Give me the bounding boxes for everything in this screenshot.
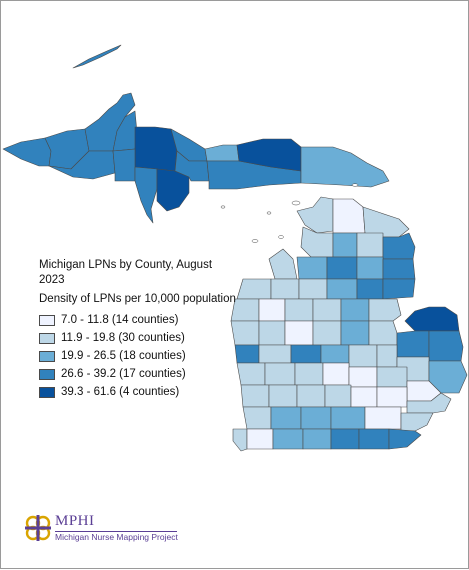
county-midland (340, 320, 370, 346)
legend-swatch (39, 386, 55, 398)
mphi-logo-icon (25, 515, 51, 541)
county-leelanau (268, 248, 298, 280)
county-montcalm-e (322, 362, 350, 386)
legend-title: Michigan LPNs by County, August 2023 (39, 259, 213, 286)
county-eaton (300, 406, 332, 430)
county-ionia (296, 384, 326, 408)
project-name: Michigan Nurse Mapping Project (55, 532, 178, 542)
county-alcona (382, 258, 416, 280)
county-genesee-n (376, 344, 398, 368)
county-delta (156, 168, 190, 212)
county-berrien (246, 428, 274, 450)
county-newaygo (258, 344, 292, 364)
county-osceola (284, 320, 314, 346)
legend-label: 26.6 - 39.2 (17 counties) (61, 368, 186, 380)
legend-label: 19.9 - 26.5 (18 counties) (61, 350, 186, 362)
county-genesee (376, 366, 408, 388)
county-clare (312, 320, 342, 346)
legend-subtitle: Density of LPNs per 10,000 population (39, 293, 236, 305)
county-wayne (400, 412, 434, 432)
county-montmorency (356, 232, 384, 258)
county-emmet (296, 196, 334, 234)
county-shiawassee (348, 366, 378, 388)
county-jackson (330, 428, 360, 450)
legend-swatch (39, 332, 55, 344)
county-schoolcraft (174, 150, 210, 182)
county-roscommon (326, 278, 358, 300)
county-kent (268, 384, 298, 408)
county-tuscola (396, 330, 430, 358)
county-montcalm (264, 362, 296, 386)
county-barry (270, 406, 302, 430)
county-gratiot (294, 362, 324, 386)
county-dickinson (112, 148, 136, 182)
county-otsego (332, 232, 358, 258)
legend-swatch (39, 350, 55, 362)
county-ottawa (240, 384, 270, 408)
county-mecosta (290, 344, 322, 364)
county-allegan (242, 406, 272, 430)
legend-item: 7.0 - 11.8 (14 counties) (39, 311, 239, 329)
county-lake (258, 320, 286, 346)
county-kalkaska (298, 278, 328, 300)
county-antrim (296, 256, 328, 280)
county-alpena (382, 232, 416, 260)
county-saginaw (348, 344, 378, 368)
county-gladwin (340, 298, 370, 322)
county-crawford (326, 256, 358, 280)
county-washtenaw (364, 406, 402, 430)
county-menominee (134, 166, 158, 224)
county-kalamazoo (272, 428, 304, 450)
county-keweenaw-isle-royale (72, 44, 122, 69)
county-chippewa-east (300, 146, 390, 188)
county-marquette (134, 126, 178, 172)
logo-divider (55, 531, 177, 532)
county-wexford (258, 298, 286, 322)
county-presque-isle (362, 206, 410, 238)
legend-item: 19.9 - 26.5 (18 counties) (39, 347, 239, 365)
county-gogebic (2, 137, 52, 167)
legend-item: 26.6 - 39.2 (17 counties) (39, 365, 239, 383)
county-benzie (236, 278, 272, 300)
county-oakland (376, 386, 408, 408)
legend-swatch (39, 368, 55, 380)
county-grand-traverse (270, 278, 300, 300)
legend-swatch (39, 314, 55, 326)
county-arenac (368, 298, 402, 322)
county-livingston (350, 386, 378, 408)
mphi-logo-text: MPHI (55, 513, 95, 529)
county-iosco (382, 278, 416, 300)
county-bay (368, 320, 398, 346)
county-osceola-n (312, 298, 342, 322)
county-ogemaw (356, 278, 384, 300)
legend-item: 11.9 - 19.8 (30 counties) (39, 329, 239, 347)
county-muskegon (236, 362, 266, 386)
county-oscoda (356, 256, 384, 280)
county-luce (204, 144, 240, 162)
county-lenawee (358, 428, 390, 450)
legend-label: 7.0 - 11.8 (14 counties) (61, 314, 179, 326)
county-van-buren (232, 428, 248, 452)
county-isabella (320, 344, 350, 364)
county-cheboygan (332, 198, 366, 234)
legend-label: 11.9 - 19.8 (30 counties) (61, 332, 185, 344)
county-monroe (388, 428, 422, 450)
county-ingham (330, 406, 366, 430)
county-calhoun (302, 428, 332, 450)
county-huron (404, 306, 460, 332)
county-clinton (324, 384, 352, 408)
mphi-footer: MPHI Michigan Nurse Mapping Project (21, 511, 241, 547)
county-missaukee (284, 298, 314, 322)
legend-label: 39.3 - 61.6 (4 counties) (61, 386, 180, 398)
county-sanilac (428, 330, 464, 362)
legend-item: 39.3 - 61.6 (4 counties) (39, 383, 239, 401)
map-legend: Michigan LPNs by County, August 2023 Den… (39, 258, 239, 401)
